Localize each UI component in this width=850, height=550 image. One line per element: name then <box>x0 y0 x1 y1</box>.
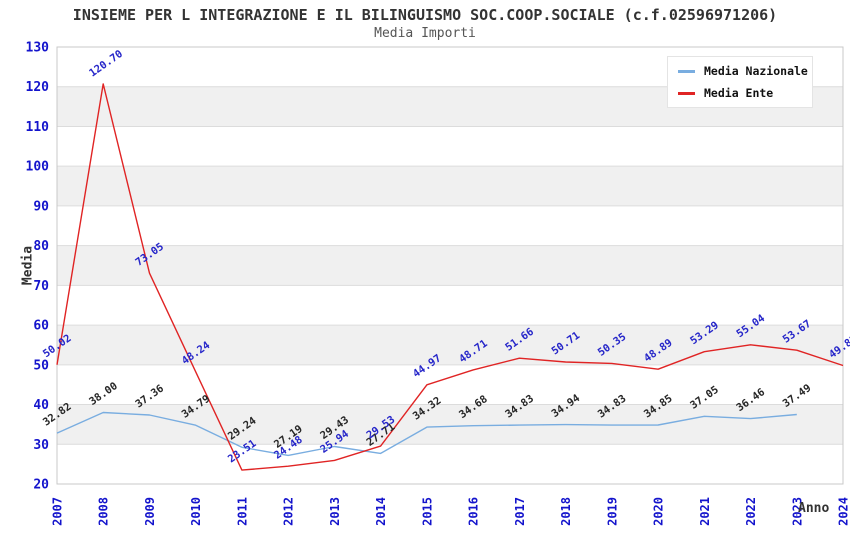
y-tick-label: 90 <box>33 199 49 214</box>
y-tick-label: 40 <box>33 398 49 413</box>
x-tick-label: 2012 <box>282 497 296 526</box>
x-tick-label: 2024 <box>837 497 850 526</box>
y-tick-label: 60 <box>33 319 49 334</box>
chart-subtitle: Media Importi <box>374 26 476 41</box>
y-tick-label: 20 <box>33 478 49 493</box>
x-tick-label: 2023 <box>790 497 804 526</box>
media-nazionale-line <box>56 411 797 457</box>
media-ente-line <box>56 83 844 471</box>
x-tick-label: 2013 <box>328 497 342 526</box>
y-tick-label: 100 <box>26 160 50 175</box>
legend-swatch-media-nazionale <box>678 69 695 73</box>
legend-label-media-ente: Media Ente <box>704 86 774 100</box>
legend-label-media-nazionale: Media Nazionale <box>704 64 808 78</box>
plot-border <box>56 46 844 485</box>
data-label: 38.00 <box>87 380 120 408</box>
x-tick-label: 2021 <box>698 497 712 526</box>
y-tick-label: 120 <box>26 80 50 95</box>
y-tick-label: 110 <box>26 120 50 135</box>
y-tick-label: 80 <box>33 239 49 254</box>
grid-band <box>57 404 843 445</box>
y-tick-label: 70 <box>33 279 49 294</box>
x-tick-label: 2019 <box>605 497 619 526</box>
grid-band <box>57 245 843 286</box>
x-tick-label: 2015 <box>420 497 434 526</box>
x-tick-label: 2020 <box>652 497 666 526</box>
data-label: 120.70 <box>87 48 125 80</box>
grid-band <box>57 166 843 206</box>
y-axis-title: Media <box>20 245 36 286</box>
legend: Media Nazionale Media Ente <box>667 56 813 108</box>
y-tick-label: 130 <box>26 41 50 56</box>
x-tick-label: 2014 <box>374 497 388 526</box>
x-tick-label: 2018 <box>559 497 573 526</box>
legend-item-media-ente: Media Ente <box>678 86 802 100</box>
x-tick-label: 2007 <box>51 497 65 526</box>
x-tick-label: 2022 <box>744 497 758 526</box>
x-tick-label: 2009 <box>143 497 157 526</box>
y-tick-label: 50 <box>33 358 49 373</box>
chart-title: INSIEME PER L INTEGRAZIONE E IL BILINGUI… <box>72 6 778 24</box>
y-tick-label: 30 <box>33 438 49 453</box>
x-axis-title: Anno <box>798 501 830 516</box>
x-tick-label: 2016 <box>467 497 481 526</box>
legend-swatch-media-ente <box>678 91 695 95</box>
x-tick-label: 2008 <box>97 497 111 526</box>
x-tick-label: 2017 <box>513 497 527 526</box>
legend-item-media-nazionale: Media Nazionale <box>678 64 808 78</box>
grid-band <box>57 325 843 365</box>
x-tick-label: 2010 <box>189 497 203 526</box>
x-tick-label: 2011 <box>235 497 249 526</box>
